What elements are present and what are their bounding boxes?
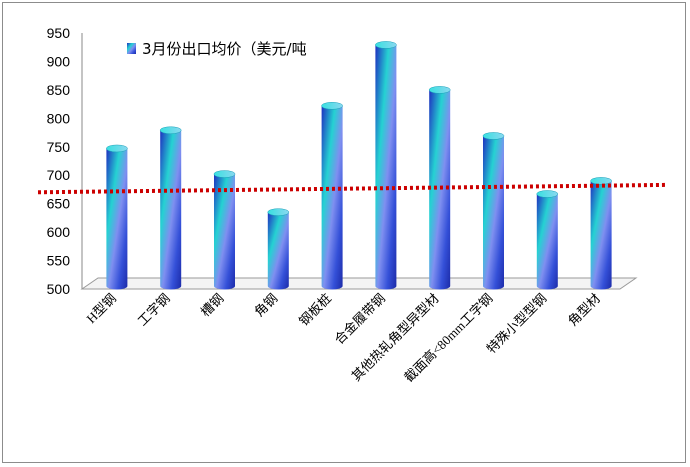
bar-body — [106, 148, 128, 290]
bars — [106, 41, 612, 290]
bar-body — [536, 193, 558, 290]
bar-body — [321, 105, 343, 290]
bar-top — [159, 126, 182, 135]
y-tick-label: 900 — [47, 53, 71, 69]
legend-label: 3月份出口均价（美元/吨 — [142, 40, 307, 58]
y-tick-label: 500 — [47, 281, 71, 297]
bar-top — [267, 208, 290, 216]
bar-top — [536, 190, 559, 198]
y-tick-label: 700 — [47, 167, 71, 183]
bar-top — [428, 86, 451, 94]
bar-top — [375, 41, 397, 49]
category-label: 钢板桩 — [296, 291, 334, 329]
bar — [428, 86, 451, 290]
bar — [536, 190, 559, 290]
y-tick-label: 550 — [47, 253, 71, 269]
bar — [267, 208, 290, 290]
bar-body — [214, 174, 235, 290]
category-label: 合金履带钢 — [331, 291, 388, 348]
y-tick-label: 950 — [47, 25, 71, 41]
category-label: 槽钢 — [198, 291, 227, 320]
category-label: 工字钢 — [135, 291, 173, 329]
y-tick-label: 850 — [47, 82, 71, 98]
y-tick-label: 650 — [47, 196, 71, 212]
y-tick-labels: 500 550 600 650 700 750 800 850 900 950 — [47, 25, 71, 297]
y-tick-label: 600 — [47, 224, 71, 240]
bar-body — [429, 89, 451, 290]
bar-body — [483, 135, 504, 290]
bar — [106, 144, 128, 290]
bar — [375, 41, 397, 290]
category-label: 角钢 — [251, 291, 280, 320]
bar-top — [590, 177, 612, 185]
bar-top — [213, 170, 236, 178]
bar-body — [375, 44, 397, 290]
bar-body — [590, 180, 612, 290]
bar-top — [321, 102, 343, 110]
bar — [213, 170, 236, 290]
bar-body — [267, 212, 289, 290]
legend: 3月份出口均价（美元/吨 — [127, 40, 307, 58]
category-labels: H型钢 工字钢 槽钢 角钢 钢板桩合金履带钢其他热轧角型异型材截面高<80mm工字钢特殊… — [83, 291, 603, 385]
y-tick-label: 750 — [47, 139, 71, 155]
bar — [482, 132, 505, 290]
category-label: 角型材 — [565, 291, 603, 329]
bar-body — [160, 130, 182, 290]
bar-top — [106, 144, 128, 153]
trendline — [37, 182, 668, 195]
bar — [321, 102, 343, 290]
bar-top — [482, 132, 505, 140]
legend-swatch — [127, 43, 136, 54]
y-tick-label: 800 — [47, 110, 71, 126]
bar — [590, 177, 612, 290]
category-label: H型钢 — [83, 291, 119, 327]
category-label: 截面高<80mm工字钢 — [401, 291, 495, 385]
bar — [159, 126, 182, 290]
